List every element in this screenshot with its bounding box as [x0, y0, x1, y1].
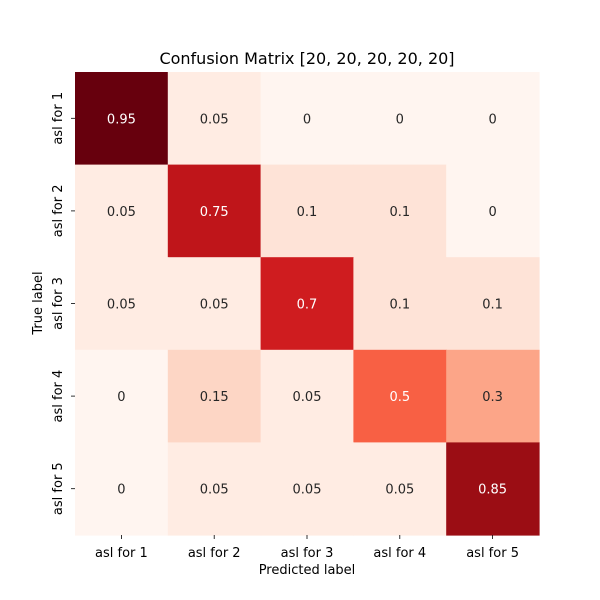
heatmap-cell: [353, 164, 447, 258]
x-axis-label: Predicted label: [259, 563, 356, 578]
heatmap-cell: [75, 164, 169, 258]
heatmap-cell: [167, 349, 262, 443]
x-tick-label: asl for 4: [373, 546, 426, 561]
y-axis-label: True label: [31, 271, 46, 335]
heatmap-cell-value: 0.05: [200, 298, 229, 313]
y-tick-label: asl for 1: [51, 92, 66, 145]
heatmap-cell: [167, 72, 262, 166]
heatmap-cell: [75, 349, 169, 443]
heatmap-cell-labels: 0.95 0.05 0 0 0 0.05 0.75 0.1 0.1 0 0.05 0.05 0.7 0.1…: [107, 112, 507, 497]
heatmap-cell-value: 0.5: [389, 390, 410, 405]
heatmap-cell-value: 0: [117, 483, 125, 498]
heatmap-cell: [167, 164, 262, 258]
heatmap-cell: [446, 442, 540, 536]
heatmap-cell-value: 0: [488, 112, 496, 127]
heatmap-cell-value: 0.05: [200, 483, 229, 498]
heatmap-cell-value: 0.05: [200, 112, 229, 127]
heatmap-cell-value: 0.85: [478, 483, 507, 498]
x-axis-ticks: asl for 1 asl for 2 asl for 3 asl for 4 asl …: [95, 535, 519, 561]
heatmap-cell-value: 0.3: [482, 390, 503, 405]
heatmap-cell-value: 0.75: [200, 205, 229, 220]
heatmap-cell-value: 0.05: [293, 390, 322, 405]
x-tick-label: asl for 5: [466, 546, 519, 561]
heatmap-cell-value: 0.1: [389, 205, 410, 220]
heatmap-cell-value: 0.05: [385, 483, 414, 498]
heatmap-cell-value: 0: [396, 112, 404, 127]
heatmap-cell-value: 0.1: [297, 205, 318, 220]
y-tick-label: asl for 2: [51, 185, 66, 238]
heatmap-cell-value: 0: [303, 112, 311, 127]
heatmap-cell: [353, 349, 447, 443]
heatmap-cell-value: 0.15: [200, 390, 229, 405]
heatmap-cell: [75, 442, 169, 536]
heatmap-cell: [260, 349, 354, 443]
heatmap-cell: [353, 72, 447, 166]
y-tick-label: asl for 3: [51, 277, 66, 330]
heatmap-cell-value: 0.05: [107, 298, 136, 313]
heatmap-cell: [353, 442, 447, 536]
heatmap-cell: [75, 72, 169, 166]
heatmap-cell-value: 0.95: [107, 112, 136, 127]
heatmap-cell: [167, 257, 262, 351]
heatmap-cell: [446, 164, 540, 258]
heatmap-cell-value: 0.7: [297, 298, 318, 313]
y-tick-label: asl for 4: [51, 370, 66, 423]
heatmap-cell: [75, 257, 169, 351]
y-axis-ticks: asl for 1 asl for 2 asl for 3 asl for 4 asl …: [51, 92, 75, 515]
heatmap-cell-value: 0.05: [293, 483, 322, 498]
heatmap-cell: [260, 442, 354, 536]
heatmap-cell-value: 0.05: [107, 205, 136, 220]
y-tick-label: asl for 5: [51, 462, 66, 515]
heatmap-cell: [446, 72, 540, 166]
heatmap-cell: [446, 257, 540, 351]
heatmap-cell: [260, 72, 354, 166]
heatmap-cell-value: 0: [117, 390, 125, 405]
chart-title: Confusion Matrix [20, 20, 20, 20, 20]: [159, 49, 454, 68]
x-tick-label: asl for 3: [281, 546, 334, 561]
heatmap-cell-value: 0.1: [389, 298, 410, 313]
heatmap-cell: [260, 164, 354, 258]
x-tick-label: asl for 2: [188, 546, 241, 561]
heatmap-cell: [260, 257, 354, 351]
heatmap-cell-value: 0: [488, 205, 496, 220]
x-tick-label: asl for 1: [95, 546, 148, 561]
heatmap-cell: [446, 349, 540, 443]
heatmap-cell: [353, 257, 447, 351]
heatmap-cell: [167, 442, 262, 536]
heatmap-cells: [75, 72, 540, 536]
heatmap-cell-value: 0.1: [482, 298, 503, 313]
